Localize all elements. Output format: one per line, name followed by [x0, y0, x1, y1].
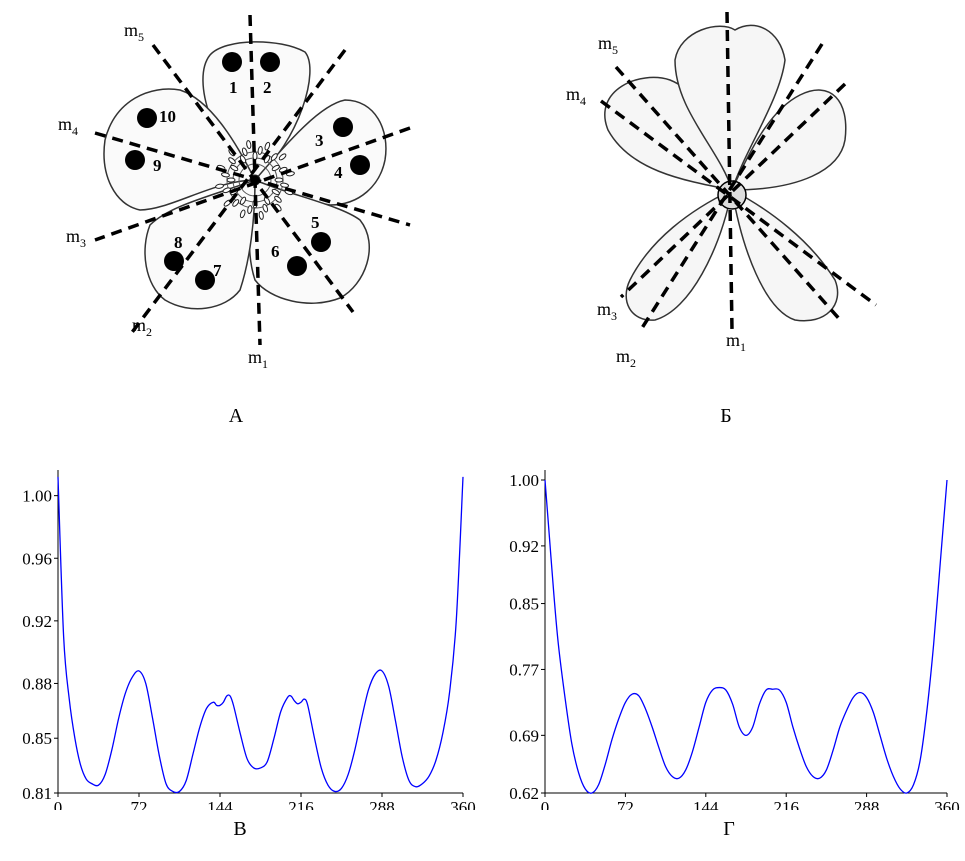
marker-label-9: 9: [153, 156, 162, 175]
stamen: [257, 146, 263, 155]
marker-dot-1: [222, 52, 242, 72]
series-line: [544, 479, 948, 794]
marker-dot-10: [137, 108, 157, 128]
marker-label-5: 5: [311, 213, 320, 232]
y-tick-label: 0.92: [22, 612, 52, 631]
stamen: [274, 177, 284, 183]
x-tick-label: 288: [854, 798, 880, 810]
panel-v: 0.81 0.85 0.88 0.92 0.96 1.00 0 72 144 216 288 360 …: [0, 470, 480, 861]
stamen: [246, 140, 252, 150]
axis-label-m4: m4: [566, 84, 586, 108]
marker-dot-5: [311, 232, 331, 252]
stamen: [230, 164, 239, 172]
marker-label-1: 1: [229, 78, 238, 97]
panel-a: 1 2 3 4 5 6 7 8 9 10 m1 m2 m3 m4 m5 А: [0, 0, 470, 440]
axis-label-m2: m2: [616, 346, 636, 370]
y-tick-label: 0.96: [22, 549, 52, 568]
axis-label-m4: m4: [58, 114, 78, 138]
y-tick-label: 0.85: [22, 729, 52, 748]
x-tick-label: 360: [450, 798, 476, 810]
stamen: [280, 182, 289, 188]
y-tick-label: 0.69: [509, 726, 539, 745]
stamen: [270, 153, 278, 161]
panel-label-v: В: [233, 818, 247, 840]
axis-label-m1: m1: [726, 330, 746, 354]
x-tick-label: 72: [617, 798, 634, 810]
y-tick-label: 1.00: [22, 487, 52, 506]
y-tick-label: 0.85: [509, 595, 539, 614]
marker-dot-9: [125, 150, 145, 170]
stamen: [239, 209, 246, 219]
marker-label-7: 7: [213, 261, 222, 280]
stamen: [274, 195, 282, 203]
panel-g: 0.62 0.69 0.77 0.85 0.92 1.00 0 72 144 216 288 360 …: [485, 470, 965, 861]
axis-label-m5: m5: [124, 20, 144, 44]
axis-m5: [614, 65, 844, 324]
stamen: [262, 203, 269, 213]
stamen: [252, 151, 258, 161]
panel-label-b: Б: [720, 405, 732, 427]
panel-label-g: Г: [723, 818, 735, 840]
stamen: [226, 177, 236, 183]
marker-label-3: 3: [315, 131, 324, 150]
x-tick-label: 72: [131, 798, 148, 810]
x-tick-label: 216: [288, 798, 314, 810]
petal-lower-left: [625, 188, 734, 321]
axis-label-m2: m2: [132, 315, 152, 339]
flower-a-diagram: 1 2 3 4 5 6 7 8 9 10 m1 m2 m3 m4 m5: [58, 14, 411, 371]
stamen: [271, 164, 280, 172]
y-tick-label: 0.62: [509, 784, 539, 803]
axis-label-m3: m3: [597, 299, 617, 323]
marker-dot-8: [164, 251, 184, 271]
x-tick-label: 0: [54, 798, 63, 810]
stamen: [271, 188, 280, 196]
panel-b: m1 m2 m3 m4 m5 Б: [480, 0, 965, 440]
marker-dot-4: [350, 155, 370, 175]
y-tick-label: 0.92: [509, 537, 539, 556]
chart-v: 0.81 0.85 0.88 0.92 0.96 1.00 0 72 144 216 288 360: [22, 470, 476, 817]
stamen: [264, 141, 271, 151]
stamen: [222, 187, 232, 194]
series-line: [57, 476, 464, 794]
axis-label-m1: m1: [248, 347, 268, 371]
axis-m3: [94, 126, 411, 242]
chart-g: 0.62 0.69 0.77 0.85 0.92 1.00 0 72 144 216 288 360: [509, 470, 960, 817]
stamen: [241, 147, 248, 157]
y-tick-label: 0.77: [509, 660, 539, 679]
stamen: [247, 205, 253, 214]
marker-label-6: 6: [271, 242, 280, 261]
x-tick-label: 0: [541, 798, 550, 810]
stamen: [239, 196, 247, 205]
flower-b-diagram: m1 m2 m3 m4 m5: [566, 11, 878, 370]
stamen: [215, 183, 225, 189]
axis-label-m3: m3: [66, 226, 86, 250]
marker-label-10: 10: [159, 107, 176, 126]
y-tick-label: 1.00: [509, 471, 539, 490]
axis-m2: [640, 43, 824, 329]
marker-dot-6: [287, 256, 307, 276]
marker-dot-7: [195, 270, 215, 290]
marker-label-4: 4: [334, 163, 343, 182]
x-tick-label: 216: [773, 798, 799, 810]
stamen: [278, 153, 287, 161]
x-tick-label: 144: [693, 798, 719, 810]
y-tick-label: 0.81: [22, 784, 52, 803]
marker-dot-2: [260, 52, 280, 72]
marker-label-8: 8: [174, 233, 183, 252]
axis-label-m5: m5: [598, 33, 618, 57]
marker-label-2: 2: [263, 78, 272, 97]
panel-label-a: А: [228, 405, 244, 427]
x-tick-label: 360: [934, 798, 960, 810]
marker-dot-3: [333, 117, 353, 137]
y-tick-label: 0.88: [22, 674, 52, 693]
stamen: [258, 210, 264, 220]
axis-m5: [151, 43, 355, 314]
x-tick-label: 288: [369, 798, 395, 810]
stamen: [232, 199, 240, 207]
axis-m3: [619, 82, 847, 299]
axis-m2: [128, 48, 347, 337]
stamen: [228, 157, 236, 165]
x-tick-label: 144: [207, 798, 233, 810]
